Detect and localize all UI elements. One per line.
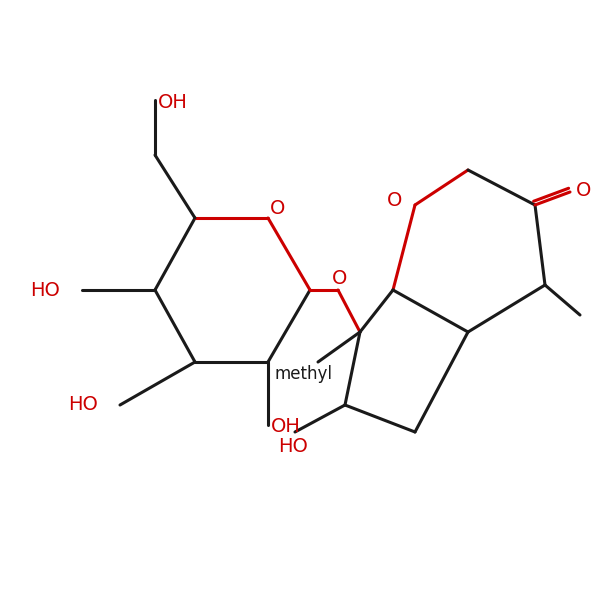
Text: O: O — [271, 199, 286, 217]
Text: methyl: methyl — [274, 365, 332, 383]
Text: OH: OH — [158, 92, 188, 112]
Text: HO: HO — [68, 395, 98, 415]
Text: O: O — [577, 181, 592, 199]
Text: HO: HO — [30, 280, 60, 299]
Text: OH: OH — [271, 418, 301, 437]
Text: O: O — [388, 191, 403, 209]
Text: O: O — [332, 269, 347, 287]
Text: HO: HO — [278, 437, 308, 455]
